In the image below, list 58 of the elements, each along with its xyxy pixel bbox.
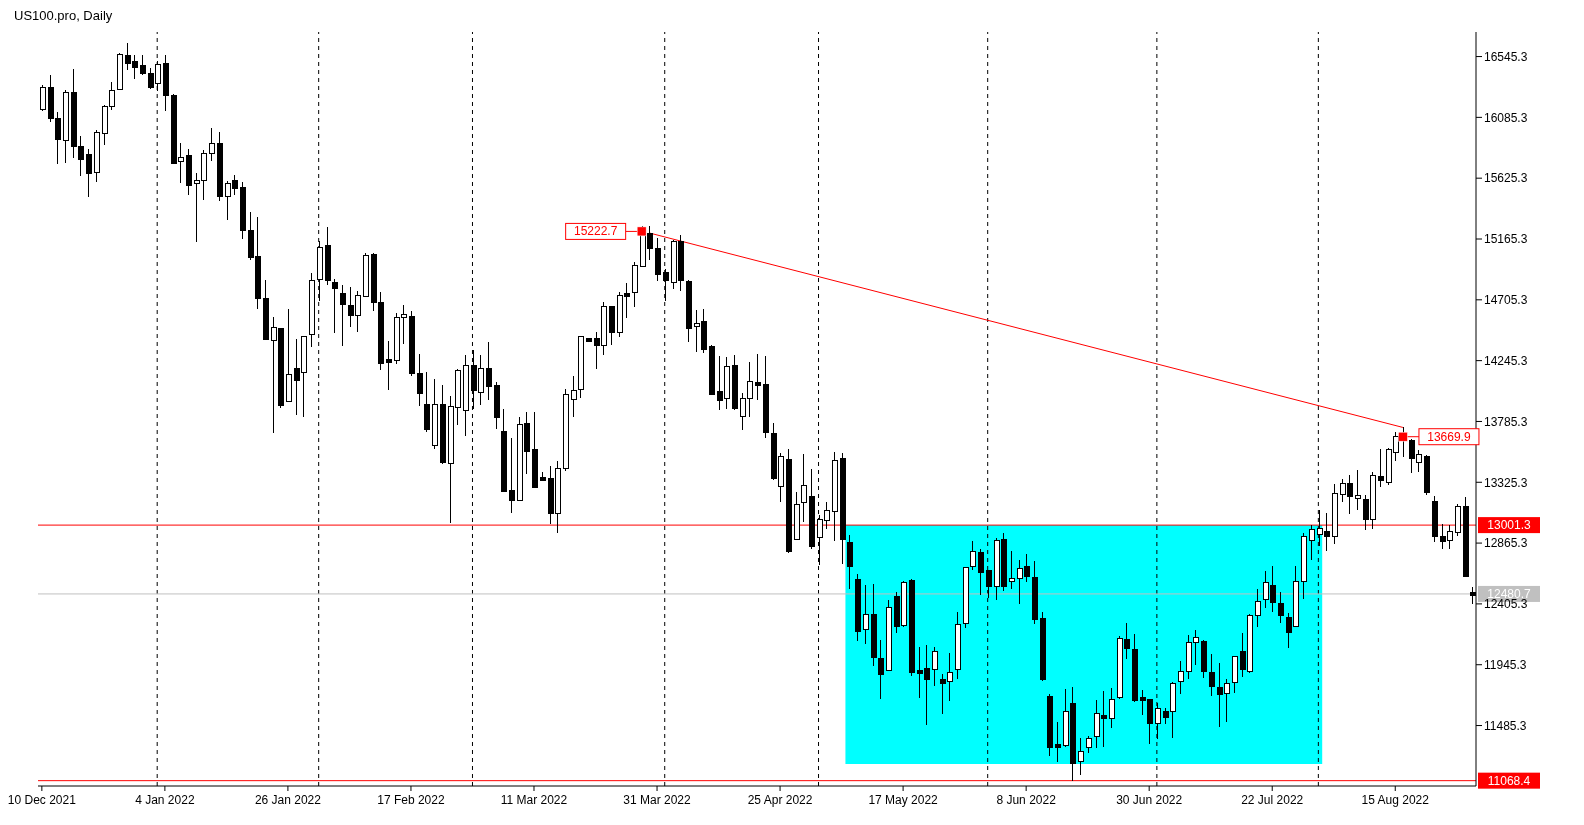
candlestick (417, 353, 423, 407)
candlestick (755, 353, 761, 401)
x-tick-label: 4 Jan 2022 (135, 793, 195, 807)
candlestick (486, 341, 492, 401)
y-tick-label: 15625.3 (1484, 171, 1528, 186)
x-tick-label: 26 Jan 2022 (254, 793, 322, 807)
x-tick-label: 15 Aug 2022 (1361, 793, 1430, 807)
y-tick-label: 14245.3 (1484, 353, 1528, 368)
candlestick (1009, 550, 1015, 590)
y-tick-label: 13325.3 (1484, 475, 1528, 490)
y-tick-label: 14705.3 (1484, 293, 1528, 308)
x-tick-label: 30 Jun 2022 (1116, 793, 1183, 807)
candlestick (1309, 524, 1315, 561)
candlestick (847, 534, 853, 590)
data-label: 13669.9 (1427, 429, 1471, 444)
x-tick-label: 17 May 2022 (868, 793, 939, 807)
candlestick (1378, 448, 1384, 488)
candlestick (1255, 588, 1261, 628)
x-tick-label: 11 Mar 2022 (500, 793, 568, 807)
candlestick (1209, 653, 1215, 697)
y-tick-label: 11945.3 (1484, 657, 1527, 672)
y-tick-label: 15165.3 (1484, 232, 1528, 247)
x-tick-label: 17 Feb 2022 (377, 793, 445, 807)
y-tick-label: 12865.3 (1484, 536, 1528, 551)
x-tick-label: 22 Jul 2022 (1241, 793, 1304, 807)
y-tick-label: 11485.3 (1484, 718, 1527, 733)
candlestick (863, 584, 869, 645)
chart-title: US100.pro, Daily (13, 8, 114, 25)
x-tick-label: 10 Dec 2021 (7, 793, 77, 807)
candlestick (1109, 687, 1115, 729)
y-tick-label: 16545.3 (1484, 49, 1528, 64)
candlestick (978, 548, 984, 596)
candlestick (970, 540, 976, 571)
candlestick (801, 453, 807, 523)
candlestick (1178, 660, 1184, 695)
x-tick-label: 25 Apr 2022 (747, 793, 813, 807)
ref-line-label: 13001.3 (1487, 518, 1532, 533)
candlestick (209, 127, 215, 162)
candlestick (878, 639, 884, 700)
y-tick-label: 13785.3 (1484, 414, 1528, 429)
data-label: 15222.7 (573, 224, 618, 239)
candlestick (340, 284, 346, 347)
candlestick (1078, 737, 1084, 776)
candlestick (571, 375, 577, 418)
candlestick (1278, 591, 1284, 624)
candlestick (40, 84, 46, 112)
ref-line-label: 11068.4 (1487, 773, 1531, 788)
candlestick (140, 54, 146, 76)
x-tick-label: 31 Mar 2022 (623, 793, 692, 807)
candlestick (932, 646, 938, 687)
candlestick (509, 437, 515, 514)
candlestick (1355, 469, 1361, 511)
candlestick (386, 340, 392, 391)
candlestick (86, 148, 92, 198)
candlestick (332, 278, 338, 334)
candlestick (1055, 721, 1061, 763)
y-tick-label: 16085.3 (1484, 110, 1528, 125)
x-tick-label: 8 Jun 2022 (996, 793, 1057, 807)
